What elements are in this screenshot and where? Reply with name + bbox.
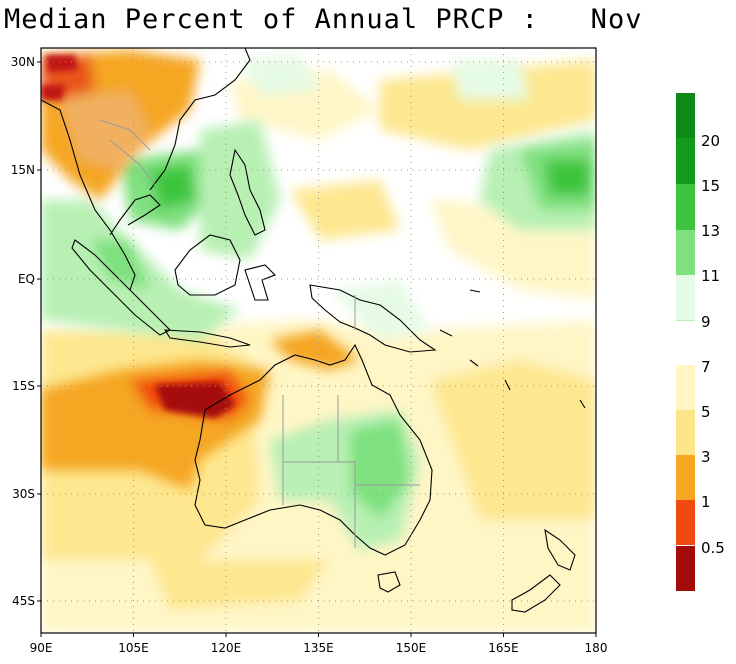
colorbar-legend: 20 15 13 11 9 7 5 3 1 0.5	[676, 93, 725, 591]
lat-label: 45S	[12, 594, 35, 608]
colorbar-label: 7	[701, 358, 711, 376]
colorbar-label: 1	[701, 493, 711, 511]
colorbar-label: 0.5	[701, 539, 725, 557]
colorbar-swatch	[676, 455, 695, 500]
lon-label: 150E	[396, 641, 427, 655]
lon-label: 105E	[118, 641, 149, 655]
longitude-axis: 90E 105E 120E 135E 150E 165E 180	[30, 633, 608, 655]
colorbar-swatch	[676, 93, 695, 138]
colorbar-label: 3	[701, 448, 711, 466]
map-grid	[41, 48, 596, 633]
colorbar-swatch	[676, 184, 695, 230]
lat-label: 30S	[12, 487, 35, 501]
lat-label: EQ	[18, 272, 35, 286]
lat-label: 15S	[12, 379, 35, 393]
colorbar-swatch	[676, 275, 695, 320]
lon-label: 165E	[488, 641, 519, 655]
coastlines	[41, 48, 586, 613]
colorbar-swatch	[676, 230, 695, 276]
colorbar-label: 13	[701, 222, 720, 240]
map-title: Median Percent of Annual PRCP : Nov	[4, 4, 643, 35]
colorbar-label: 9	[701, 313, 711, 331]
colorbar-label: 15	[701, 177, 720, 195]
political-borders	[99, 119, 420, 548]
lat-label: 15N	[11, 163, 35, 177]
colorbar-label: 5	[701, 403, 711, 421]
colorbar-label: 11	[701, 267, 720, 285]
lat-label: 30N	[11, 55, 35, 69]
lon-label: 120E	[211, 641, 242, 655]
lon-label: 90E	[30, 641, 53, 655]
colorbar-swatch	[676, 500, 695, 545]
lon-label: 180	[585, 641, 608, 655]
colorbar-swatch	[676, 546, 695, 591]
colorbar-label: 20	[701, 132, 720, 150]
lon-label: 135E	[303, 641, 334, 655]
colorbar-swatch	[676, 410, 695, 455]
colorbar-swatch	[676, 365, 695, 410]
colorbar-swatch	[676, 138, 695, 184]
latitude-axis: 30N 15N EQ 15S 30S 45S	[11, 55, 41, 608]
precip-field	[41, 48, 596, 633]
